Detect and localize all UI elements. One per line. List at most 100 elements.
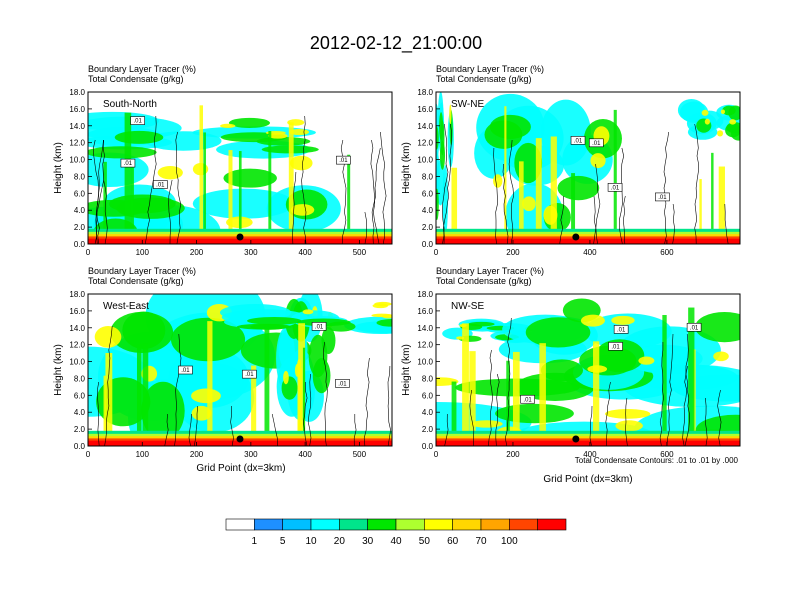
colorbar-swatch xyxy=(254,518,283,531)
colorbar-label: 40 xyxy=(390,536,402,547)
y-tick-label: 10.0 xyxy=(69,358,85,367)
y-tick-label: 16.0 xyxy=(69,105,85,114)
panel-south-north: Boundary Layer Tracer (%)Total Condensat… xyxy=(53,64,393,257)
contour-label: .01 xyxy=(574,138,583,144)
y-axis-label: Height (km) xyxy=(401,344,412,396)
contour-label-box xyxy=(588,138,604,148)
x-tick-label: 0 xyxy=(434,248,439,257)
contour-label: .01 xyxy=(690,325,699,331)
tracer-field: .01 .01 .01 .01 xyxy=(436,92,740,244)
y-tick-label: 6.0 xyxy=(422,189,434,198)
y-tick-label: 12.0 xyxy=(69,341,85,350)
condensate-contours xyxy=(97,325,391,446)
contour-note: Total Condensate Contours: .01 to .01 by… xyxy=(575,456,739,465)
y-tick-label: 16.0 xyxy=(417,105,433,114)
y-tick-label: 0.0 xyxy=(74,442,86,451)
y-tick-label: 14.0 xyxy=(69,122,85,131)
contour-label: .01 xyxy=(156,182,165,188)
y-tick-label: 18.0 xyxy=(69,290,85,299)
colorbar-label: 20 xyxy=(334,536,346,547)
x-tick-label: 200 xyxy=(190,248,204,257)
contour-label-box xyxy=(607,183,623,192)
colorbar-label: 60 xyxy=(447,536,459,547)
panel-overlay-label: Total Condensate (g/kg) xyxy=(88,276,184,286)
colorbar-swatch xyxy=(480,518,510,531)
colorbar-label: 50 xyxy=(419,536,431,547)
colorbar-swatch xyxy=(225,518,255,531)
colorbar-swatch xyxy=(424,518,453,531)
x-tick-label: 600 xyxy=(660,450,674,459)
contour-label-box xyxy=(686,322,702,332)
y-tick-label: 10.0 xyxy=(417,156,433,165)
contour-label-box xyxy=(613,325,629,334)
colorbar-swatch xyxy=(310,518,340,531)
location-marker xyxy=(236,233,244,241)
y-tick-label: 16.0 xyxy=(69,307,85,316)
y-tick-label: 8.0 xyxy=(422,172,434,181)
panel-variable-label: Boundary Layer Tracer (%) xyxy=(88,64,196,74)
y-tick-label: 10.0 xyxy=(69,156,85,165)
y-tick-label: 18.0 xyxy=(417,88,433,97)
plot-frame xyxy=(435,293,741,447)
y-axis-label: Height (km) xyxy=(401,142,412,194)
location-marker xyxy=(572,233,580,241)
y-tick-label: 2.0 xyxy=(422,223,434,232)
contour-label: .01 xyxy=(611,185,620,191)
panel-nw-se: Boundary Layer Tracer (%)Total Condensat… xyxy=(401,266,741,459)
contour-label-box xyxy=(335,379,350,388)
panel-name: NW-SE xyxy=(451,301,484,312)
colorbar-swatch xyxy=(339,518,368,531)
location-marker xyxy=(572,435,580,443)
y-tick-label: 12.0 xyxy=(69,139,85,148)
contour-label: .01 xyxy=(338,381,347,387)
x-tick-label: 400 xyxy=(583,450,597,459)
colorbar-label: 10 xyxy=(305,536,317,547)
y-tick-label: 4.0 xyxy=(74,206,86,215)
plot-frame xyxy=(87,293,393,447)
colorbar-label: 100 xyxy=(501,536,518,547)
x-axis-label-left: Grid Point (dx=3km) xyxy=(196,463,285,474)
x-tick-label: 500 xyxy=(353,248,367,257)
y-tick-label: 8.0 xyxy=(74,374,86,383)
panel-name: West-East xyxy=(103,301,149,312)
y-tick-label: 4.0 xyxy=(422,206,434,215)
contour-label-box xyxy=(520,394,535,404)
panel-overlay-label: Total Condensate (g/kg) xyxy=(88,74,184,84)
x-tick-label: 400 xyxy=(298,450,312,459)
plot-frame xyxy=(87,91,393,245)
contour-label: .01 xyxy=(245,372,254,378)
contour-label: .01 xyxy=(133,119,142,125)
condensate-contours xyxy=(444,317,722,446)
x-tick-label: 300 xyxy=(244,248,258,257)
x-tick-label: 200 xyxy=(506,450,520,459)
colorbar-swatch xyxy=(282,518,312,531)
condensate-contours xyxy=(93,115,387,244)
x-tick-label: 200 xyxy=(506,248,520,257)
colorbar-label: 5 xyxy=(280,536,286,547)
tracer-field: .01 .01 .01 .01 xyxy=(88,105,392,244)
x-tick-label: 100 xyxy=(136,248,150,257)
colorbar-label: 30 xyxy=(362,536,374,547)
colorbar-label: 1 xyxy=(252,536,258,547)
contour-label: .01 xyxy=(611,344,620,350)
contour-label: .01 xyxy=(181,368,190,374)
y-tick-label: 6.0 xyxy=(422,391,434,400)
location-marker xyxy=(236,435,244,443)
contour-label-box xyxy=(608,342,623,351)
y-tick-label: 12.0 xyxy=(417,341,433,350)
panel-overlay-label: Total Condensate (g/kg) xyxy=(436,276,532,286)
y-tick-label: 14.0 xyxy=(417,122,433,131)
colorbar-swatch xyxy=(452,518,482,531)
y-tick-label: 14.0 xyxy=(417,324,433,333)
contour-label: .01 xyxy=(617,327,626,333)
contour-label: .01 xyxy=(592,141,601,147)
x-tick-label: 400 xyxy=(298,248,312,257)
panel-name: South-North xyxy=(103,99,157,110)
contour-label: .01 xyxy=(124,161,133,167)
y-tick-label: 4.0 xyxy=(422,408,434,417)
panel-name: SW-NE xyxy=(451,99,484,110)
contour-label-box xyxy=(120,158,136,168)
x-tick-label: 600 xyxy=(660,248,674,257)
plot-frame xyxy=(435,91,741,245)
panel-variable-label: Boundary Layer Tracer (%) xyxy=(88,266,196,276)
